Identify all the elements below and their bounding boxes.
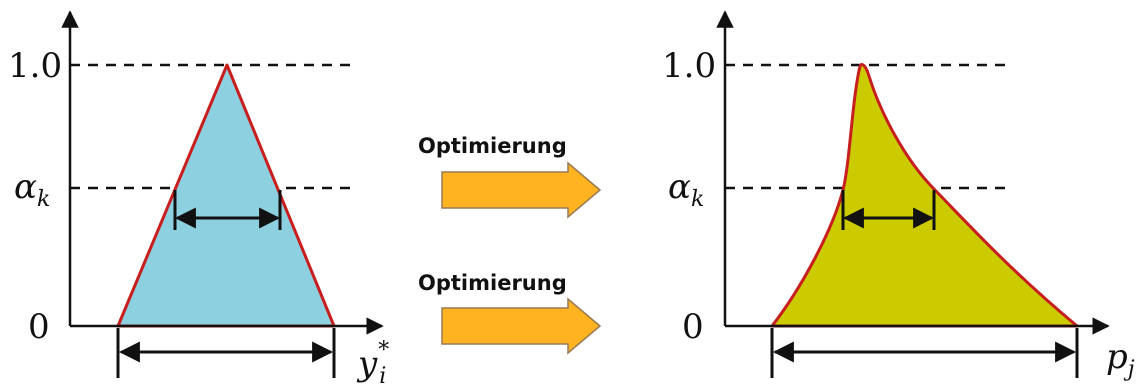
right-axis-label: pj <box>1106 337 1135 382</box>
right-panel: 1.0 αk 0 pj <box>662 10 1135 382</box>
left-tick-label-1: 1.0 <box>8 46 62 86</box>
left-tick-label-alpha: αk <box>14 167 50 212</box>
right-tick-label-alpha: αk <box>668 167 704 212</box>
optimization-label-1: Optimierung <box>418 134 567 158</box>
left-triangular-membership <box>116 63 336 328</box>
right-tick-label-1: 1.0 <box>662 46 716 86</box>
optimization-arrow-2 <box>441 297 602 355</box>
optimization-arrows: Optimierung Optimierung <box>418 134 602 355</box>
optimization-label-2: Optimierung <box>418 271 567 295</box>
optimization-arrow-1 <box>441 161 602 219</box>
right-optimized-membership <box>770 62 1079 328</box>
left-tick-label-zero: 0 <box>28 307 50 347</box>
left-axis-label: y* i <box>356 338 389 389</box>
right-tick-label-zero: 0 <box>682 307 704 347</box>
left-panel: 1.0 αk 0 y* i <box>8 10 389 389</box>
